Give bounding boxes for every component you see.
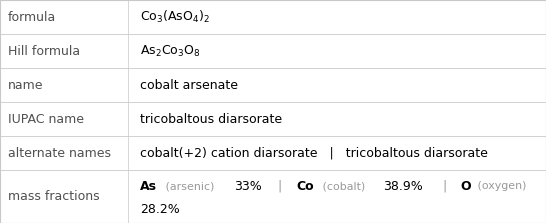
Bar	[0, 0, 546, 34]
Text: (arsenic): (arsenic)	[162, 181, 218, 191]
Bar	[0, 170, 546, 223]
Text: name: name	[8, 79, 44, 92]
Text: 33%: 33%	[234, 180, 262, 192]
Text: As: As	[140, 180, 157, 192]
Text: (cobalt): (cobalt)	[319, 181, 369, 191]
Bar	[0, 102, 546, 136]
Text: $\mathregular{Co_3(AsO_4)_2}$: $\mathregular{Co_3(AsO_4)_2}$	[140, 9, 210, 25]
Bar	[0, 34, 546, 68]
Text: cobalt arsenate: cobalt arsenate	[140, 79, 238, 92]
Text: |: |	[435, 180, 455, 192]
Bar	[0, 136, 546, 170]
Text: O: O	[461, 180, 471, 192]
Bar	[0, 68, 546, 102]
Text: alternate names: alternate names	[8, 147, 111, 160]
Text: mass fractions: mass fractions	[8, 190, 99, 203]
Text: 38.9%: 38.9%	[383, 180, 423, 192]
Text: |: |	[270, 180, 290, 192]
Text: cobalt(+2) cation diarsorate   |   tricobaltous diarsorate: cobalt(+2) cation diarsorate | tricobalt…	[140, 147, 488, 160]
Text: 28.2%: 28.2%	[140, 203, 180, 216]
Text: Co: Co	[296, 180, 314, 192]
Text: formula: formula	[8, 10, 56, 23]
Text: (oxygen): (oxygen)	[474, 181, 527, 191]
Text: tricobaltous diarsorate: tricobaltous diarsorate	[140, 113, 282, 126]
Text: IUPAC name: IUPAC name	[8, 113, 84, 126]
Text: $\mathregular{As_2Co_3O_8}$: $\mathregular{As_2Co_3O_8}$	[140, 43, 201, 59]
Text: Hill formula: Hill formula	[8, 45, 80, 58]
